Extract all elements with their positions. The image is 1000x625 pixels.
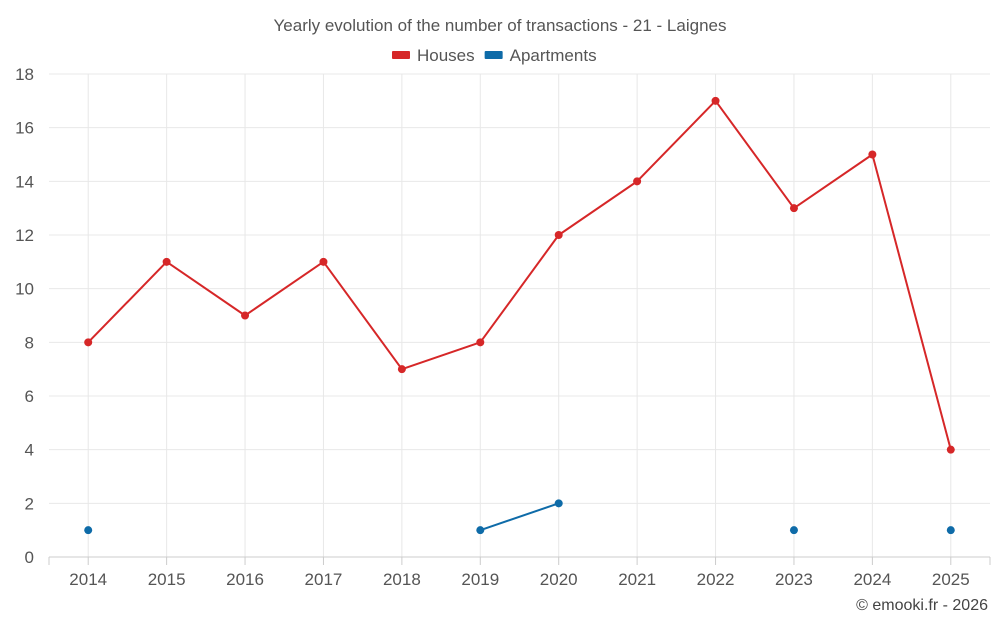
grid [49, 73, 990, 557]
legend: Houses Apartments [392, 46, 597, 65]
series [84, 96, 955, 535]
x-tick-label: 2017 [305, 570, 343, 589]
series-apartments [84, 499, 955, 535]
y-tick-label: 14 [15, 172, 34, 191]
apartments-point [946, 526, 955, 535]
apartments-line [479, 502, 560, 532]
axes: 0 2 4 6 8 10 12 14 16 18 2014 2015 2016 2017 2018 2019 2… [15, 65, 991, 589]
houses-point [84, 338, 93, 347]
houses-point [633, 177, 642, 186]
apartments-point [476, 526, 485, 535]
legend-swatch-apartments [484, 51, 503, 59]
apartments-point [789, 526, 798, 535]
houses-point [241, 311, 250, 320]
houses-point [162, 257, 171, 266]
legend-swatch-houses [392, 51, 410, 59]
x-tick-label: 2022 [697, 570, 735, 589]
y-tick-label: 10 [15, 280, 34, 299]
y-tick-label: 6 [25, 387, 34, 406]
houses-point [476, 338, 485, 347]
houses-point [711, 96, 720, 105]
houses-point [946, 445, 955, 454]
y-tick-label: 8 [25, 333, 34, 352]
houses-point [789, 204, 798, 213]
apartments-point [84, 526, 93, 535]
x-tick-label: 2014 [69, 570, 107, 589]
x-tick-label: 2018 [383, 570, 421, 589]
x-tick-label: 2023 [775, 570, 813, 589]
x-tick-label: 2021 [618, 570, 656, 589]
houses-point [397, 365, 406, 374]
credit-text: © emooki.fr - 2026 [856, 597, 988, 614]
apartments-point [554, 499, 563, 508]
series-houses [84, 96, 955, 454]
legend-label-apartments: Apartments [510, 46, 597, 65]
y-tick-label: 12 [15, 226, 34, 245]
y-tick-label: 4 [25, 441, 34, 460]
x-tick-label: 2015 [148, 570, 186, 589]
legend-label-houses: Houses [417, 46, 475, 65]
x-tick-label: 2020 [540, 570, 578, 589]
y-tick-label: 16 [15, 119, 34, 138]
houses-line [87, 99, 952, 450]
y-tick-label: 0 [25, 548, 34, 567]
x-tick-label: 2025 [932, 570, 970, 589]
y-tick-label: 2 [25, 494, 34, 513]
x-tick-label: 2016 [226, 570, 264, 589]
houses-point [868, 150, 877, 159]
x-tick-label: 2024 [853, 570, 891, 589]
y-tick-label: 18 [15, 65, 34, 84]
houses-point [554, 231, 563, 239]
houses-point [319, 257, 328, 266]
x-tick-label: 2019 [461, 570, 499, 589]
chart-title: Yearly evolution of the number of transa… [274, 16, 727, 35]
